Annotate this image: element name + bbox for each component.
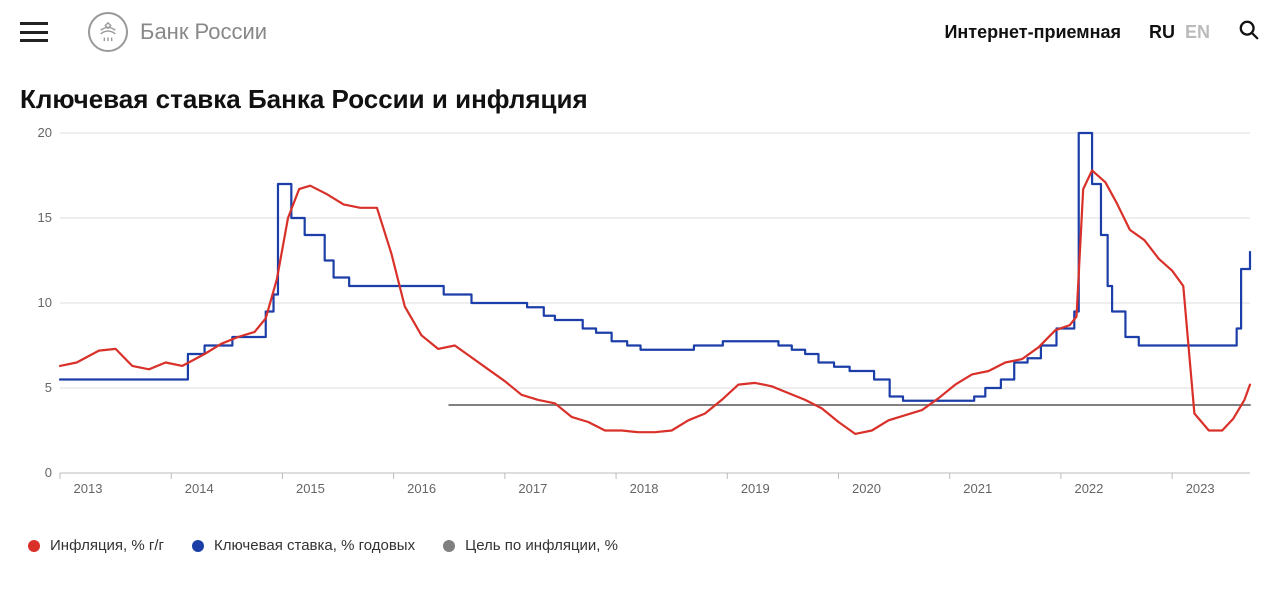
svg-text:2013: 2013 [74,481,103,496]
svg-text:2022: 2022 [1074,481,1103,496]
brand-wrap[interactable]: Банк России [88,12,267,52]
legend-dot-inflation [28,540,40,552]
svg-text:15: 15 [38,210,52,225]
svg-text:2019: 2019 [741,481,770,496]
svg-text:10: 10 [38,295,52,310]
search-icon[interactable] [1238,19,1260,46]
chart: 0 5 10 15 20 2013 2014 2015 2016 2017 2018 2019 2020… [20,123,1260,523]
svg-text:2017: 2017 [518,481,547,496]
svg-text:2018: 2018 [630,481,659,496]
reception-link[interactable]: Интернет-приемная [944,22,1121,43]
legend-item-inflation: Инфляция, % г/г [28,537,164,554]
svg-text:2023: 2023 [1186,481,1215,496]
header-right: Интернет-приемная RU EN [944,19,1260,46]
site-header: Банк России Интернет-приемная RU EN [0,0,1280,64]
svg-text:2020: 2020 [852,481,881,496]
legend-item-target: Цель по инфляции, % [443,537,618,554]
lang-ru[interactable]: RU [1149,22,1175,43]
svg-text:2016: 2016 [407,481,436,496]
brand-text: Банк России [140,19,267,45]
legend-label-inflation: Инфляция, % г/г [50,537,164,554]
chart-svg: 0 5 10 15 20 2013 2014 2015 2016 2017 2018 2019 2020… [20,123,1260,523]
svg-text:20: 20 [38,125,52,140]
menu-icon[interactable] [20,22,48,42]
legend-label-target: Цель по инфляции, % [465,537,618,554]
legend-label-key-rate: Ключевая ставка, % годовых [214,537,415,554]
legend-dot-key-rate [192,540,204,552]
chart-title: Ключевая ставка Банка России и инфляция [0,64,1280,123]
svg-text:2014: 2014 [185,481,214,496]
legend-dot-target [443,540,455,552]
svg-text:5: 5 [45,380,52,395]
svg-text:2021: 2021 [963,481,992,496]
lang-switch: RU EN [1149,22,1210,43]
cbr-logo-icon [88,12,128,52]
legend: Инфляция, % г/г Ключевая ставка, % годов… [0,523,1280,568]
legend-item-key-rate: Ключевая ставка, % годовых [192,537,415,554]
svg-text:0: 0 [45,465,52,480]
lang-en[interactable]: EN [1185,22,1210,43]
svg-text:2015: 2015 [296,481,325,496]
